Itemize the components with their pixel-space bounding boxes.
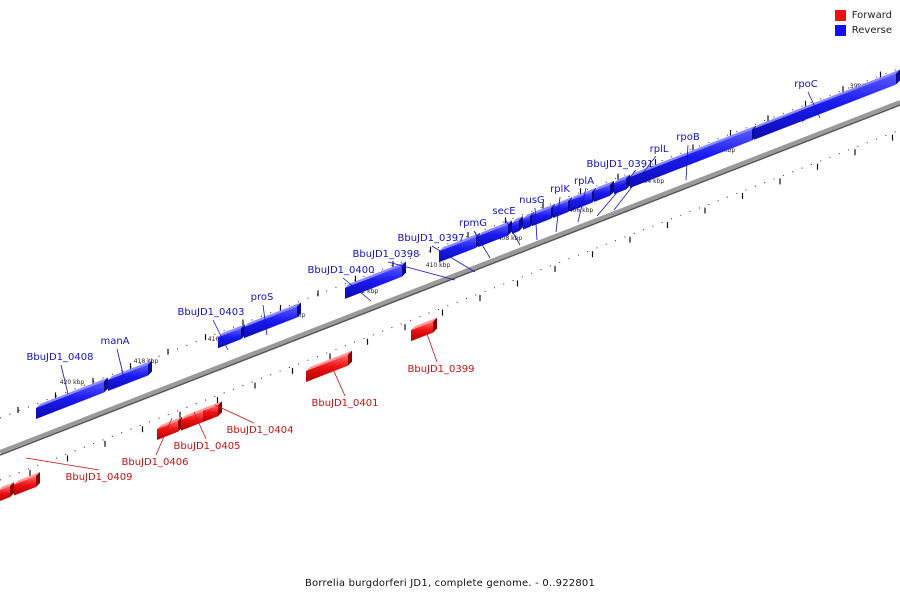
- gene-leader-line: [534, 207, 538, 241]
- gene-leader-line: [342, 277, 372, 302]
- reverse-gene-block[interactable]: [523, 211, 534, 230]
- forward-scale-line: [0, 129, 900, 481]
- reverse-gene-block[interactable]: [594, 180, 614, 202]
- gene-label-bbujd1_0408[interactable]: BbuJD1_0408: [26, 352, 93, 363]
- gene-leader-line: [193, 411, 207, 440]
- tick-label: 410 kbp: [426, 262, 451, 269]
- tick-label: 404 kbp: [640, 178, 665, 185]
- gene-leader-line: [577, 187, 587, 223]
- reverse-gene-block[interactable]: [478, 220, 512, 248]
- gene-label-bbujd1_0406[interactable]: BbuJD1_0406: [121, 457, 188, 468]
- forward-gene-block[interactable]: [203, 401, 222, 423]
- gene-label-bbujd1_0404[interactable]: BbuJD1_0404: [226, 425, 293, 436]
- gene-leader-line: [116, 348, 125, 379]
- legend: Forward Reverse: [834, 8, 892, 38]
- gene-leader-line: [25, 457, 100, 471]
- gene-label-rpoc[interactable]: rpoC: [794, 79, 818, 90]
- gene-label-pros[interactable]: proS: [251, 292, 274, 303]
- reverse-gene-block[interactable]: [345, 261, 406, 299]
- tick-label: 412 kbp: [354, 288, 379, 295]
- gene-label-rpll[interactable]: rplL: [650, 144, 669, 155]
- gene-leader-line: [807, 91, 821, 119]
- legend-reverse-label: Reverse: [851, 25, 892, 36]
- forward-gene-block[interactable]: [0, 482, 14, 502]
- forward-swatch: [834, 10, 846, 21]
- reverse-scale-line: [0, 67, 900, 419]
- gene-label-bbujd1_0399[interactable]: BbuJD1_0399: [407, 364, 474, 375]
- gene-label-rpla[interactable]: rplA: [574, 176, 594, 187]
- forward-gene-block[interactable]: [157, 416, 182, 440]
- legend-reverse: Reverse: [834, 23, 892, 38]
- gene-leader-line: [387, 261, 456, 281]
- gene-label-rpob[interactable]: rpoB: [676, 132, 700, 143]
- gene-leader-line: [555, 196, 561, 233]
- gene-label-bbujd1_0403[interactable]: BbuJD1_0403: [177, 307, 244, 318]
- gene-label-mana[interactable]: manA: [100, 336, 129, 347]
- gene-label-bbujd1_0391[interactable]: BbuJD1_0391: [586, 159, 653, 170]
- gene-leader-line: [212, 319, 229, 351]
- tick-label: 408 kbp: [498, 235, 523, 242]
- reverse-gene-block[interactable]: [244, 302, 301, 339]
- gene-label-bbujd1_0400[interactable]: BbuJD1_0400: [307, 265, 374, 276]
- reverse-gene-block[interactable]: [553, 197, 572, 218]
- gene-label-bbujd1_0397[interactable]: BbuJD1_0397: [397, 233, 464, 244]
- reverse-gene-block[interactable]: [614, 174, 630, 195]
- gene-label-rplk[interactable]: rplK: [550, 184, 570, 195]
- gene-leader-line: [596, 169, 637, 217]
- gene-leader-line: [613, 155, 657, 211]
- gene-leader-line: [426, 333, 438, 363]
- gene-label-bbujd1_0409[interactable]: BbuJD1_0409: [65, 472, 132, 483]
- gene-label-bbujd1_0398[interactable]: BbuJD1_0398: [352, 249, 419, 260]
- gene-leader-line: [262, 304, 268, 336]
- caption: Borrelia burgdorferi JD1, complete genom…: [304, 578, 596, 589]
- reverse-gene-block[interactable]: [108, 360, 152, 391]
- gene-leader-line: [431, 245, 476, 273]
- reverse-gene-block[interactable]: [218, 324, 245, 349]
- gene-label-nusg[interactable]: nusG: [519, 195, 545, 206]
- tick-label: 420 kbp: [60, 379, 85, 386]
- reverse-gene-block[interactable]: [36, 377, 108, 419]
- forward-gene-block[interactable]: [14, 472, 40, 496]
- forward-gene-block[interactable]: [306, 350, 352, 382]
- gene-label-rpmg[interactable]: rpmG: [459, 218, 487, 229]
- tick-label: 418 kbp: [134, 358, 159, 365]
- gene-leader-line: [504, 218, 521, 246]
- forward-gene-block[interactable]: [411, 317, 437, 342]
- gene-leader-line: [214, 404, 255, 424]
- gene-leader-line: [60, 364, 69, 395]
- reverse-gene-block[interactable]: [512, 216, 523, 234]
- gene-leader-line: [155, 417, 173, 456]
- reverse-gene-block[interactable]: [754, 69, 900, 140]
- gene-leader-line: [685, 144, 689, 181]
- genome-backbone: [0, 100, 900, 454]
- gene-label-sece[interactable]: secE: [492, 206, 515, 217]
- legend-forward: Forward: [834, 8, 892, 23]
- genome-backbone-shadow: [0, 104, 900, 456]
- gene-leader-line: [473, 230, 491, 259]
- reverse-swatch: [834, 25, 846, 36]
- gene-label-bbujd1_0401[interactable]: BbuJD1_0401: [311, 398, 378, 409]
- legend-forward-label: Forward: [851, 10, 892, 21]
- gene-label-bbujd1_0405[interactable]: BbuJD1_0405: [173, 441, 240, 452]
- gene-leader-line: [331, 366, 346, 397]
